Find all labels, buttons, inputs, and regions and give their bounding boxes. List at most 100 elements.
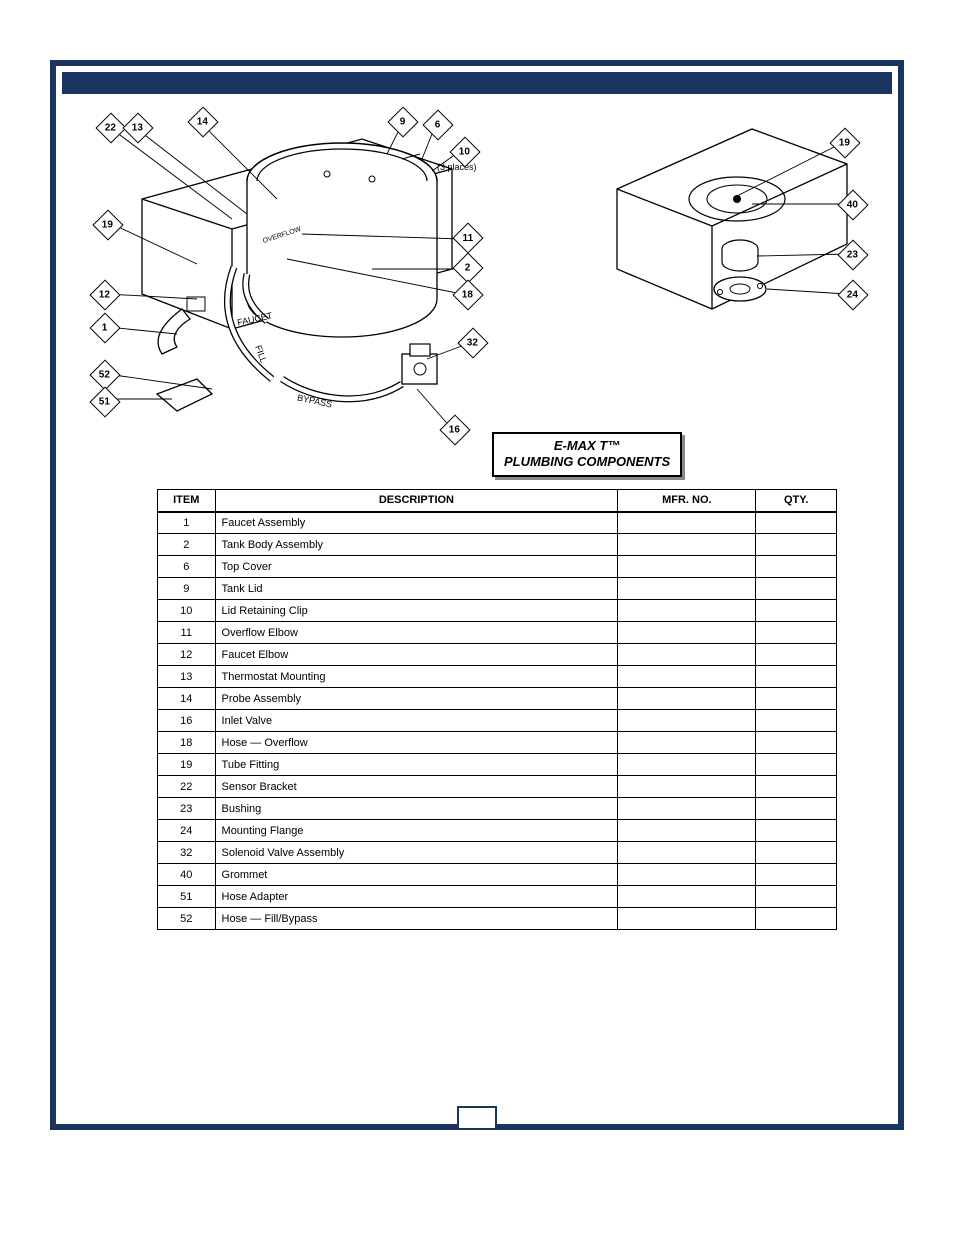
cell-item: 10: [158, 600, 216, 622]
cell-mfr: [618, 622, 756, 644]
cell-qty: [756, 666, 837, 688]
cell-mfr: [618, 666, 756, 688]
cell-item: 18: [158, 732, 216, 754]
document-page: 22 13 14 9 6 10 (3 places) 19 11 2 12 18…: [0, 0, 954, 1235]
table-row: 24Mounting Flange: [158, 820, 837, 842]
cell-item: 6: [158, 556, 216, 578]
table-row: 32Solenoid Valve Assembly: [158, 842, 837, 864]
cell-item: 24: [158, 820, 216, 842]
cell-mfr: [618, 578, 756, 600]
places-note: (3 places): [437, 162, 477, 172]
cell-mfr: [618, 754, 756, 776]
cell-qty: [756, 886, 837, 908]
table-row: 13Thermostat Mounting: [158, 666, 837, 688]
table-row: 2Tank Body Assembly: [158, 534, 837, 556]
cell-qty: [756, 578, 837, 600]
cell-mfr: [618, 534, 756, 556]
th-desc: DESCRIPTION: [215, 490, 618, 512]
cell-desc: Bushing: [215, 798, 618, 820]
cell-desc: Hose Adapter: [215, 886, 618, 908]
cell-mfr: [618, 864, 756, 886]
cell-qty: [756, 688, 837, 710]
cell-qty: [756, 776, 837, 798]
diagram-left-svg: [82, 99, 512, 459]
page-number: [457, 1106, 497, 1130]
cell-mfr: [618, 556, 756, 578]
cell-desc: Mounting Flange: [215, 820, 618, 842]
cell-qty: [756, 754, 837, 776]
cell-desc: Inlet Valve: [215, 710, 618, 732]
cell-qty: [756, 512, 837, 534]
cell-desc: Overflow Elbow: [215, 622, 618, 644]
diagram-left: 22 13 14 9 6 10 (3 places) 19 11 2 12 18…: [82, 99, 512, 459]
table-row: 52Hose — Fill/Bypass: [158, 908, 837, 930]
cell-desc: Tube Fitting: [215, 754, 618, 776]
cell-item: 40: [158, 864, 216, 886]
content-area: 22 13 14 9 6 10 (3 places) 19 11 2 12 18…: [62, 94, 892, 1118]
cell-desc: Faucet Elbow: [215, 644, 618, 666]
th-item: ITEM: [158, 490, 216, 512]
cell-qty: [756, 842, 837, 864]
table-row: 9Tank Lid: [158, 578, 837, 600]
cell-qty: [756, 600, 837, 622]
cell-item: 12: [158, 644, 216, 666]
table-row: 40Grommet: [158, 864, 837, 886]
cell-desc: Lid Retaining Clip: [215, 600, 618, 622]
cell-desc: Probe Assembly: [215, 688, 618, 710]
cell-qty: [756, 644, 837, 666]
table-row: 11Overflow Elbow: [158, 622, 837, 644]
table-row: 10Lid Retaining Clip: [158, 600, 837, 622]
cell-item: 13: [158, 666, 216, 688]
parts-table: ITEM DESCRIPTION MFR. NO. QTY. 1Faucet A…: [157, 489, 837, 930]
table-row: 12Faucet Elbow: [158, 644, 837, 666]
cell-desc: Top Cover: [215, 556, 618, 578]
cell-mfr: [618, 820, 756, 842]
cell-desc: Faucet Assembly: [215, 512, 618, 534]
cell-desc: Hose — Fill/Bypass: [215, 908, 618, 930]
table-row: 18Hose — Overflow: [158, 732, 837, 754]
cell-desc: Thermostat Mounting: [215, 666, 618, 688]
cell-item: 22: [158, 776, 216, 798]
cell-mfr: [618, 644, 756, 666]
cell-item: 9: [158, 578, 216, 600]
table-row: 14Probe Assembly: [158, 688, 837, 710]
cell-item: 16: [158, 710, 216, 732]
cell-mfr: [618, 908, 756, 930]
title-line-1: E-MAX T™: [504, 438, 670, 454]
cell-desc: Grommet: [215, 864, 618, 886]
cell-qty: [756, 710, 837, 732]
cell-qty: [756, 534, 837, 556]
cell-mfr: [618, 600, 756, 622]
cell-qty: [756, 556, 837, 578]
cell-qty: [756, 908, 837, 930]
cell-item: 51: [158, 886, 216, 908]
table-row: 1Faucet Assembly: [158, 512, 837, 534]
th-mfr: MFR. NO.: [618, 490, 756, 512]
cell-mfr: [618, 798, 756, 820]
cell-item: 14: [158, 688, 216, 710]
title-box: E-MAX T™ PLUMBING COMPONENTS: [492, 432, 682, 477]
cell-item: 1: [158, 512, 216, 534]
title-line-2: PLUMBING COMPONENTS: [504, 454, 670, 470]
header-bar: [62, 72, 892, 94]
cell-item: 52: [158, 908, 216, 930]
cell-desc: Tank Body Assembly: [215, 534, 618, 556]
cell-mfr: [618, 886, 756, 908]
table-row: 51Hose Adapter: [158, 886, 837, 908]
cell-desc: Solenoid Valve Assembly: [215, 842, 618, 864]
cell-mfr: [618, 732, 756, 754]
cell-item: 23: [158, 798, 216, 820]
page-frame: 22 13 14 9 6 10 (3 places) 19 11 2 12 18…: [50, 60, 904, 1130]
table-header-row: ITEM DESCRIPTION MFR. NO. QTY.: [158, 490, 837, 512]
cell-item: 2: [158, 534, 216, 556]
cell-mfr: [618, 512, 756, 534]
cell-mfr: [618, 776, 756, 798]
cell-qty: [756, 732, 837, 754]
cell-qty: [756, 622, 837, 644]
cell-qty: [756, 864, 837, 886]
table-row: 19Tube Fitting: [158, 754, 837, 776]
table-row: 6Top Cover: [158, 556, 837, 578]
cell-mfr: [618, 710, 756, 732]
cell-item: 32: [158, 842, 216, 864]
cell-item: 11: [158, 622, 216, 644]
